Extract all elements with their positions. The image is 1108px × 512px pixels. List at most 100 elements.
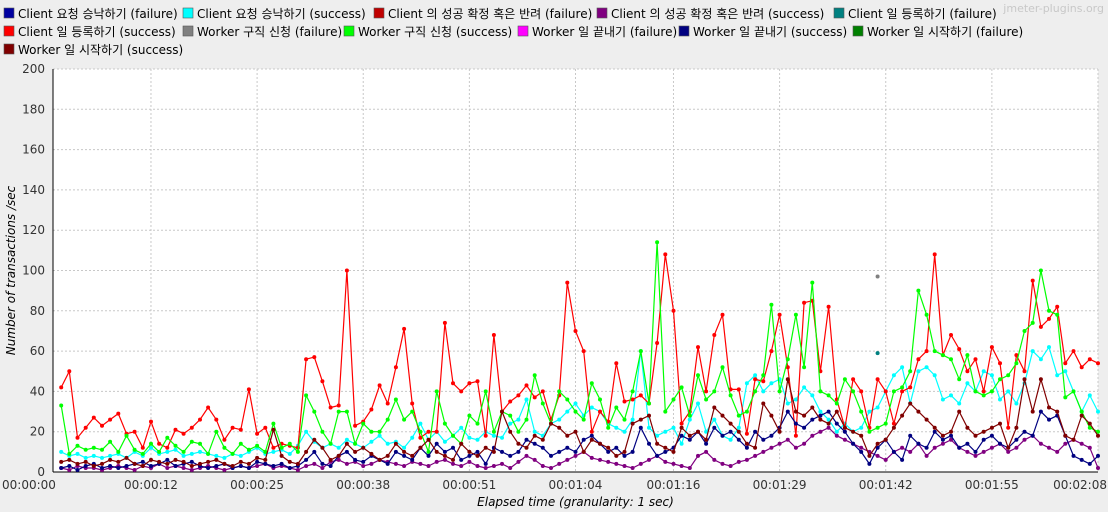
data-point [426,437,431,442]
data-point [1030,278,1035,283]
legend-item: Client 일 등록하기 (failure) [833,7,997,21]
y-axis-title: Number of transactions /sec [4,185,18,355]
legend-swatch [833,7,845,19]
data-point [173,443,178,448]
data-point [418,421,423,426]
data-point [1079,365,1084,370]
data-point [67,468,72,472]
data-point [998,441,1002,446]
data-point [271,421,276,426]
legend-item: Client 의 성공 확정 혹은 반려 (failure) [373,7,592,21]
legend-label: Worker 구직 신청 (success) [358,25,512,39]
data-point [344,437,349,442]
data-point [108,439,113,444]
data-point [500,409,504,414]
data-point [859,409,864,414]
data-point [451,381,455,386]
data-point [679,441,684,446]
data-point [451,445,455,450]
data-point [434,389,439,394]
data-point [1055,449,1060,454]
data-point [402,445,407,450]
data-point [802,300,807,305]
data-point [181,466,186,470]
data-point [712,457,717,462]
data-point [336,403,341,408]
data-point [981,369,986,374]
data-point [802,425,807,430]
data-point [238,464,243,468]
data-point [336,445,341,450]
data-point [67,464,72,468]
data-point [957,377,962,382]
legend-label: Worker 일 끝내기 (success) [693,25,847,39]
data-point [132,468,137,472]
data-point [67,451,72,456]
data-point [500,435,504,440]
data-point [279,445,284,450]
data-point [606,459,611,464]
data-point [875,425,880,430]
data-point [679,425,684,430]
data-point [744,409,749,414]
data-point [875,445,880,450]
legend-item: Worker 일 시작하기 (failure) [852,25,1023,39]
data-point [981,437,986,442]
legend-label: Client 일 등록하기 (failure) [848,7,997,21]
data-point [295,449,300,454]
data-point [565,433,570,438]
data-point [891,449,896,454]
legend-swatch [343,25,355,37]
data-point [940,397,945,402]
legend-swatch [182,25,194,37]
data-point [622,464,627,468]
data-point [671,461,676,466]
data-point [1030,433,1035,438]
data-point [353,441,358,446]
data-point [998,397,1002,402]
data-point [728,393,733,398]
data-point [483,433,488,438]
data-point [949,437,953,442]
data-point [426,453,431,458]
data-point [932,349,937,354]
data-point [867,461,872,466]
data-point [532,433,537,438]
data-point [83,455,88,460]
data-point [75,435,80,440]
data-point [720,413,725,418]
data-point [785,437,790,442]
data-point [124,433,129,438]
data-point [557,461,562,466]
legend-item: Client 요청 승낙하기 (failure) [3,7,178,21]
data-point [1030,349,1035,354]
data-point [246,461,251,466]
data-point [622,399,627,404]
data-point [744,441,749,446]
data-point [1022,329,1027,333]
data-point [573,329,578,333]
data-point [687,417,692,422]
x-tick-label: 00:01:42 [859,478,913,492]
data-point [867,409,872,414]
data-point [736,429,741,434]
data-point [59,459,64,464]
x-tick-label: 00:01:29 [753,478,807,492]
data-point [908,433,913,438]
data-point [687,437,692,442]
data-point [998,377,1002,382]
legend-swatch [3,43,15,55]
data-point [957,347,962,352]
data-point [630,421,635,426]
data-point [720,433,725,438]
data-point [540,389,545,394]
data-point [769,413,774,418]
data-point [916,369,921,374]
data-point [728,429,733,434]
data-point [222,445,227,450]
data-point [516,441,521,446]
data-point [165,435,170,440]
data-point [214,429,219,434]
data-point [851,389,856,394]
data-point [891,425,896,430]
